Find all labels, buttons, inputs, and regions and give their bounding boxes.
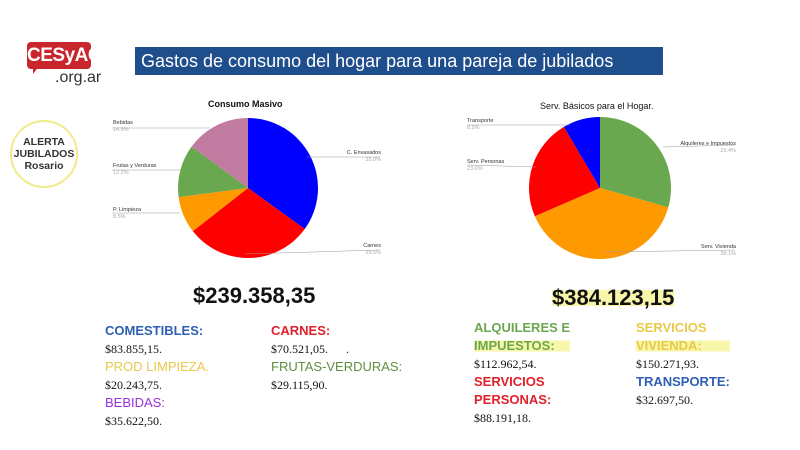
category-label: SERVICIOS (474, 374, 545, 389)
pie-slice-serv-personas (528, 126, 600, 217)
category-label: VIVIENDA: (636, 337, 730, 355)
pie-slice-frutas-y-verduras (177, 146, 248, 198)
leader-line (244, 249, 381, 255)
chart-title-servicios: Serv. Básicos para el Hogar. (540, 101, 654, 111)
category-label: SERVICIOS (636, 320, 707, 335)
slice-label-alquileres: Alquileres e Impuestos 29.4% (680, 141, 736, 154)
category-value: $112.962,54. (474, 357, 537, 371)
slice-label-frutas: Frutas y Verduras 12.2% (113, 163, 157, 176)
category-value: $150.271,93. (636, 357, 699, 371)
alerta-jubilados-badge: ALERTA JUBILADOS Rosario (10, 120, 78, 188)
category-value: $88.191,18. (474, 411, 531, 425)
category-label: ALQUILERES E (474, 320, 571, 335)
logo-domain: .org.ar (55, 69, 102, 86)
category-value: $70.521,05. . (271, 342, 349, 356)
page-title: Gastos de consumo del hogar para una par… (135, 47, 663, 75)
category-label: BEBIDAS: (105, 395, 165, 410)
category-label: PERSONAS: (474, 392, 552, 407)
category-label: PROD LIMPIEZA. (105, 359, 210, 374)
breakdown-consumo-col1: COMESTIBLES: $83.855,15. PROD LIMPIEZA. … (105, 322, 209, 430)
badge-line: JUBILADOS (13, 148, 75, 160)
category-label: FRUTAS-VERDURAS: (271, 359, 403, 374)
slice-label-envasados: C. Envasados 35.0% (346, 150, 381, 163)
logo-speech-tail (33, 66, 39, 74)
category-value: $83.855,15. (105, 342, 162, 356)
pie-slice-c-envasados (248, 118, 318, 230)
pie-slice-bebidas (191, 118, 248, 188)
logo-text: CESyAC (27, 45, 102, 66)
category-label: TRANSPORTE: (636, 374, 730, 389)
badge-line: ALERTA (23, 136, 65, 148)
chart-title-consumo: Consumo Masivo (208, 99, 283, 109)
slice-label-vivienda: Serv. Vivienda 39.1% (701, 244, 736, 257)
category-value: $32.697,50. (636, 393, 693, 407)
breakdown-servicios-col2: SERVICIOS VIVIENDA: $150.271,93. TRANSPO… (636, 319, 730, 409)
leader-lines (112, 124, 736, 255)
pie-servicios-basicos (528, 117, 671, 259)
leader-line (662, 144, 736, 148)
category-label: CARNES: (271, 323, 331, 338)
breakdown-consumo-col2: CARNES: $70.521,05. . FRUTAS-VERDURAS: $… (271, 322, 402, 394)
category-value: $20.243,75. (105, 378, 162, 392)
slice-label-transporte: Transporte 8.5% (467, 118, 494, 131)
leader-line (604, 249, 736, 253)
category-label: IMPUESTOS: (474, 337, 571, 355)
slice-label-bebidas: Bebidas 14.9% (113, 120, 133, 133)
category-label: COMESTIBLES: (105, 323, 204, 338)
pie-slice-serv-vivienda (534, 188, 669, 259)
pie-slice-alquileres-e-impuestos (600, 117, 671, 208)
pie-charts (112, 117, 736, 259)
category-value: $35.622,50. (105, 414, 162, 428)
total-servicios-basicos: $384.123,15 (552, 285, 675, 311)
breakdown-servicios-col1: ALQUILERES E IMPUESTOS: $112.962,54. SER… (474, 319, 571, 427)
total-consumo-masivo: $239.358,35 (193, 283, 316, 308)
pie-slice-carnes (192, 188, 305, 258)
slice-label-personas: Serv. Personas 23.0% (467, 159, 505, 172)
slice-label-limpieza: P. Limpieza 8.5% (113, 207, 142, 220)
category-value: $29.115,90. (271, 378, 328, 392)
pie-slice-transporte (563, 117, 600, 188)
slice-label-carnes: Carnes 29.5% (363, 243, 381, 256)
pie-slice-p-limpieza (178, 188, 248, 232)
badge-line: Rosario (24, 160, 64, 172)
pie-consumo-masivo (177, 118, 318, 258)
leader-line (466, 164, 537, 168)
cesyac-logo: CESyAC (27, 42, 102, 69)
